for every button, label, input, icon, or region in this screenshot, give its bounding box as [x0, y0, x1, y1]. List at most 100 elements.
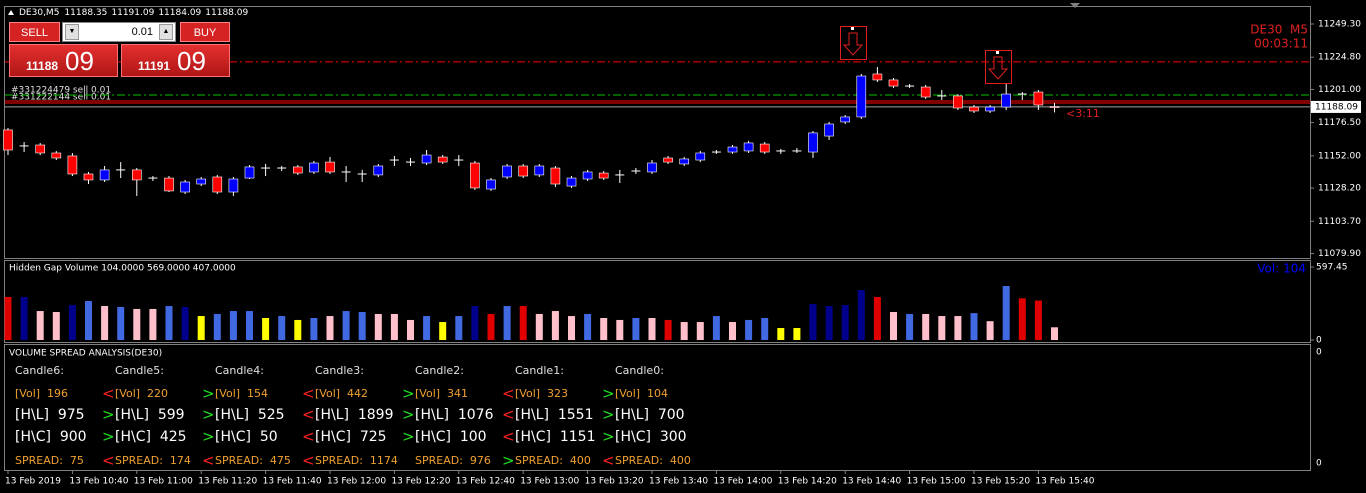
sell-button[interactable]: SELL: [9, 22, 60, 42]
vsa-arrow: <: [502, 406, 515, 424]
lot-value[interactable]: 0.01: [131, 26, 153, 38]
volume-bar: [906, 313, 914, 340]
chart-header: DE30,M5 11188.35 11191.09 11184.09 11188.09: [19, 8, 248, 18]
vsa-arrow: >: [402, 385, 415, 403]
lot-box[interactable]: ▼ 0.01 ▲: [62, 22, 176, 42]
y-tick-label: 11249.30: [1318, 19, 1361, 29]
high-value: 11191.09: [111, 8, 154, 18]
vsa-column-header: Candle3:: [315, 364, 364, 377]
ask-pips: 09: [177, 46, 206, 76]
volume-bar: [85, 301, 92, 340]
candle-body: [1049, 106, 1060, 108]
vsa-arrow: >: [602, 428, 615, 446]
volume-bar: [36, 311, 44, 340]
volume-bar: [197, 316, 205, 340]
vsa-cell: [H\C] 725: [315, 429, 387, 445]
vsa-arrow: >: [402, 406, 415, 424]
x-tick-label: 13 Feb 14:20: [778, 477, 837, 487]
lot-down[interactable]: ▼: [65, 24, 79, 40]
low-value: 11184.09: [158, 8, 201, 18]
candle-body: [373, 165, 384, 176]
x-tick-label: 13 Feb 10:40: [69, 477, 128, 487]
vsa-cell: [H\L] 700: [615, 407, 685, 423]
vsa-axis-label: 0: [1316, 459, 1322, 469]
vsa-cell: [Vol] 154: [215, 387, 268, 400]
candle-body: [470, 162, 480, 189]
volume-bar: [213, 313, 221, 340]
x-tick-label: 13 Feb 15:20: [971, 477, 1030, 487]
vsa-cell: [H\L] 599: [115, 407, 185, 423]
vsa-cell: [Vol] 323: [515, 387, 568, 400]
candle-body: [679, 158, 690, 165]
signal-dot: [996, 51, 999, 54]
x-tick-label: 13 Feb 12:20: [391, 477, 450, 487]
vsa-title: VOLUME SPREAD ANALYSIS(DE30): [9, 349, 162, 359]
vsa-arrow: >: [102, 428, 115, 446]
vsa-arrow: >: [202, 406, 215, 424]
vsa-cell: [H\L] 525: [215, 407, 285, 423]
volume-bar: [938, 316, 946, 340]
bid-big-figure: 11188: [26, 59, 59, 73]
volume-bar: [407, 319, 414, 340]
candle-body: [51, 152, 62, 159]
candle-body: [1033, 91, 1044, 106]
buy-button[interactable]: BUY: [180, 22, 230, 42]
volume-bar: [841, 305, 849, 340]
vsa-cell: [Vol] 341: [415, 387, 468, 400]
volume-bar: [149, 308, 157, 340]
lot-up[interactable]: ▲: [159, 24, 173, 40]
volume-bar: [664, 319, 672, 340]
vsa-cell: [H\C] 100: [415, 429, 487, 445]
candle-body: [502, 165, 512, 178]
candle-body: [663, 157, 673, 163]
candle-body: [695, 152, 706, 161]
volume-bar: [278, 316, 286, 340]
vsa-arrow: <: [302, 452, 315, 470]
y-tick-label: 11152.00: [1318, 151, 1361, 161]
volume-bar: [873, 296, 881, 340]
vsa-arrow: >: [202, 428, 215, 446]
volume-bar: [1018, 298, 1026, 340]
volume-bar: [133, 308, 141, 340]
candle-body: [840, 116, 851, 123]
close-value: 11188.09: [205, 8, 248, 18]
vsa-cell: [H\C] 900: [15, 429, 87, 445]
vsa-cell: [Vol] 196: [15, 387, 68, 400]
candle-body: [647, 162, 657, 173]
volume-bar: [616, 319, 624, 340]
candle-body: [244, 166, 255, 179]
vsa-cell: SPREAD: 400: [615, 454, 691, 467]
vsa-column-header: Candle2:: [415, 364, 464, 377]
vsa-cell: [H\L] 975: [15, 407, 85, 423]
candle-body: [824, 123, 834, 137]
volume-bar: [825, 306, 833, 340]
open-value: 11188.35: [64, 8, 107, 18]
signal-arrow: [985, 50, 1012, 84]
y-tick-label: 11079.90: [1318, 249, 1361, 259]
volume-bar: [1034, 300, 1042, 340]
vsa-arrow: >: [602, 385, 615, 403]
x-tick-label: 13 Feb 15:00: [907, 477, 966, 487]
volume-bar: [181, 307, 189, 340]
volume-bar: [1002, 285, 1010, 340]
collapse-icon[interactable]: [8, 10, 14, 15]
volume-bar: [809, 304, 817, 340]
bid-price[interactable]: 11188 09: [9, 44, 118, 77]
candle-body: [325, 161, 335, 173]
signal-dot: [851, 27, 854, 30]
volume-bar: [374, 313, 382, 340]
order-label: #331224479 sell 0.01: [11, 86, 111, 96]
ask-price[interactable]: 11191 09: [121, 44, 230, 77]
vsa-cell: [H\L] 1076: [415, 407, 494, 423]
candle-body: [309, 162, 319, 173]
countdown: 00:03:11: [1254, 37, 1308, 51]
vsa-cell: [H\L] 1899: [315, 407, 394, 423]
candle-body: [83, 173, 94, 181]
y-tick-label: 11201.00: [1318, 85, 1361, 95]
volume-title: Hidden Gap Volume 104.0000 569.0000 407.…: [9, 264, 236, 274]
candle-body: [969, 106, 979, 112]
volume-bar: [229, 311, 237, 340]
vsa-pane-frame: [4, 344, 1311, 471]
symbol-label: DE30 M5: [1250, 23, 1308, 37]
candle-body: [486, 179, 496, 190]
